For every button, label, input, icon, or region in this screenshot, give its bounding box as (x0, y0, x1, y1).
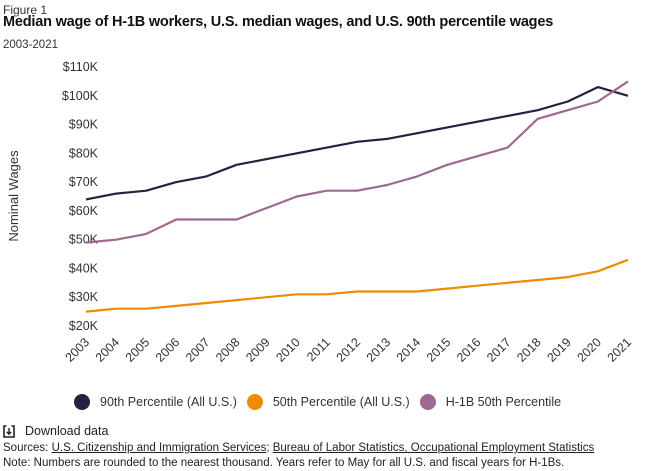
x-tick-label: 2020 (574, 335, 604, 365)
download-data-button[interactable]: Download data (3, 424, 108, 438)
legend: 90th Percentile (All U.S.) 50th Percentil… (74, 394, 571, 410)
y-tick-label: $40K (69, 261, 99, 275)
x-tick-label: 2017 (484, 335, 514, 365)
x-tick-label: 2007 (183, 335, 213, 365)
legend-swatch-icon (74, 394, 90, 410)
x-tick-label: 2004 (93, 335, 123, 365)
x-tick-label: 2005 (123, 335, 153, 365)
x-tick-label: 2021 (605, 335, 635, 365)
note: Note: Numbers are rounded to the nearest… (3, 457, 565, 469)
download-icon (3, 424, 15, 438)
legend-item[interactable]: 90th Percentile (All U.S.) (74, 394, 237, 410)
legend-item[interactable]: 50th Percentile (All U.S.) (246, 394, 410, 410)
legend-item[interactable]: H-1B 50th Percentile (419, 394, 562, 410)
series-line-2 (85, 80, 629, 244)
y-axis-title: Nominal Wages (6, 150, 21, 242)
x-tick-label: 2008 (213, 335, 243, 365)
y-tick-label: $100K (62, 89, 99, 103)
x-tick-label: 2015 (424, 335, 454, 365)
source-link-uscis[interactable]: U.S. Citizenship and Immigration Service… (51, 442, 267, 454)
x-tick-label: 2011 (304, 335, 333, 364)
y-tick-label: $50K (69, 233, 99, 247)
legend-swatch-icon (419, 394, 436, 410)
sources-separator: ; (266, 442, 273, 454)
x-tick-label: 2018 (514, 335, 544, 365)
sources-prefix: Sources: (3, 442, 52, 454)
line-chart: $20K $30K $40K $50K $60K $70K $80K $90K $100K $11… (6, 60, 635, 365)
y-axis: $20K $30K $40K $50K $60K $70K $80K $90K $100K $11… (62, 60, 99, 333)
x-tick-label: 2013 (364, 335, 394, 365)
x-tick-label: 2010 (273, 335, 303, 365)
x-tick-label: 2012 (334, 335, 364, 365)
chart-subtitle: 2003-2021 (3, 39, 58, 51)
x-tick-label: 2016 (454, 335, 484, 365)
legend-label: 90th Percentile (All U.S.) (100, 395, 237, 409)
x-axis: 2003 2004 2005 2006 2007 2008 2009 2010 2011 2012… (63, 335, 635, 365)
chart-title: Median wage of H-1B workers, U.S. median… (3, 14, 554, 30)
series-line-1 (85, 258, 629, 313)
x-tick-label: 2019 (544, 335, 574, 365)
plot-area (85, 80, 629, 313)
download-label: Download data (25, 424, 109, 438)
y-tick-label: $20K (69, 319, 99, 333)
figure-label: Figure 1 (3, 3, 48, 17)
source-link-bls[interactable]: Bureau of Labor Statistics, Occupational… (272, 442, 595, 454)
x-tick-label: 2003 (63, 335, 93, 365)
y-tick-label: $60K (69, 204, 99, 218)
y-tick-label: $70K (69, 175, 99, 189)
sources-line: Sources: U.S. Citizenship and Immigratio… (3, 442, 594, 454)
legend-label: H-1B 50th Percentile (445, 395, 562, 409)
x-tick-label: 2006 (153, 335, 183, 365)
legend-label: 50th Percentile (All U.S.) (272, 395, 410, 409)
y-tick-label: $90K (69, 118, 99, 132)
y-tick-label: $30K (69, 290, 99, 304)
x-tick-label: 2014 (394, 335, 424, 365)
x-tick-label: 2009 (243, 335, 273, 365)
series-line-0 (85, 85, 629, 201)
y-tick-label: $80K (69, 146, 99, 160)
legend-swatch-icon (246, 394, 263, 410)
y-tick-label: $110K (63, 60, 99, 74)
